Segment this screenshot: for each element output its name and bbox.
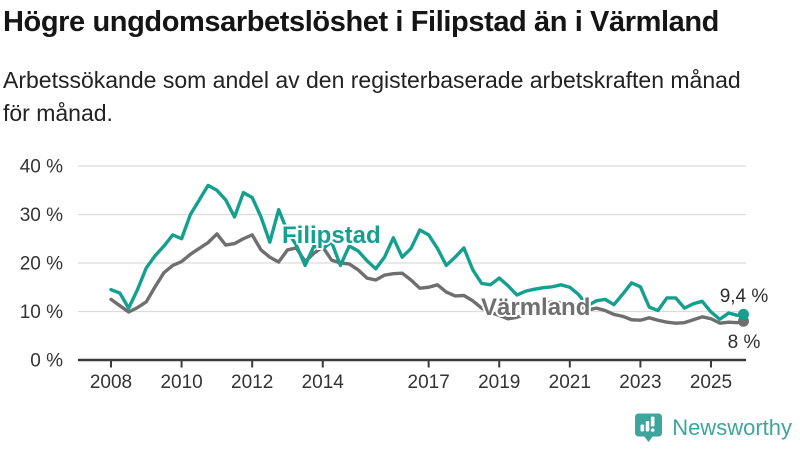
chart-subtitle-line2: för månad. (3, 100, 113, 126)
svg-text:0 %: 0 % (30, 351, 63, 372)
chart-subtitle-line1: Arbetssökande som andel av den registerb… (3, 67, 741, 93)
series-label-filipstad: Filipstad (282, 222, 381, 249)
svg-text:2012: 2012 (231, 372, 273, 393)
chart-title: Högre ungdomsarbetslöshet i Filipstad än… (3, 6, 719, 38)
svg-text:40 %: 40 % (20, 157, 63, 178)
brand-name: Newsworthy (672, 414, 792, 440)
svg-text:2019: 2019 (478, 372, 520, 393)
svg-text:2021: 2021 (549, 372, 591, 393)
chart-subtitle: Arbetssökande som andel av den registerb… (3, 64, 799, 130)
end-value-label-filipstad: 9,4 % (720, 286, 769, 307)
svg-text:2010: 2010 (160, 372, 202, 393)
svg-text:2025: 2025 (690, 372, 732, 393)
series-label-varmland: Värmland (481, 294, 590, 321)
newsworthy-logo-icon (635, 413, 663, 442)
brand-footer: Newsworthy (633, 411, 792, 444)
svg-text:2008: 2008 (90, 372, 132, 393)
line-chart: 0 % 10 % 20 % 30 % 40 % 2008 2010 2012 2014 2017 2… (20, 157, 770, 394)
svg-text:2017: 2017 (408, 372, 450, 393)
svg-text:10 %: 10 % (20, 302, 63, 323)
svg-text:2023: 2023 (619, 372, 661, 393)
end-value-label-varmland: 8 % (728, 332, 761, 353)
svg-text:20 %: 20 % (20, 254, 63, 275)
svg-text:30 %: 30 % (20, 205, 63, 226)
svg-text:2014: 2014 (302, 372, 345, 393)
